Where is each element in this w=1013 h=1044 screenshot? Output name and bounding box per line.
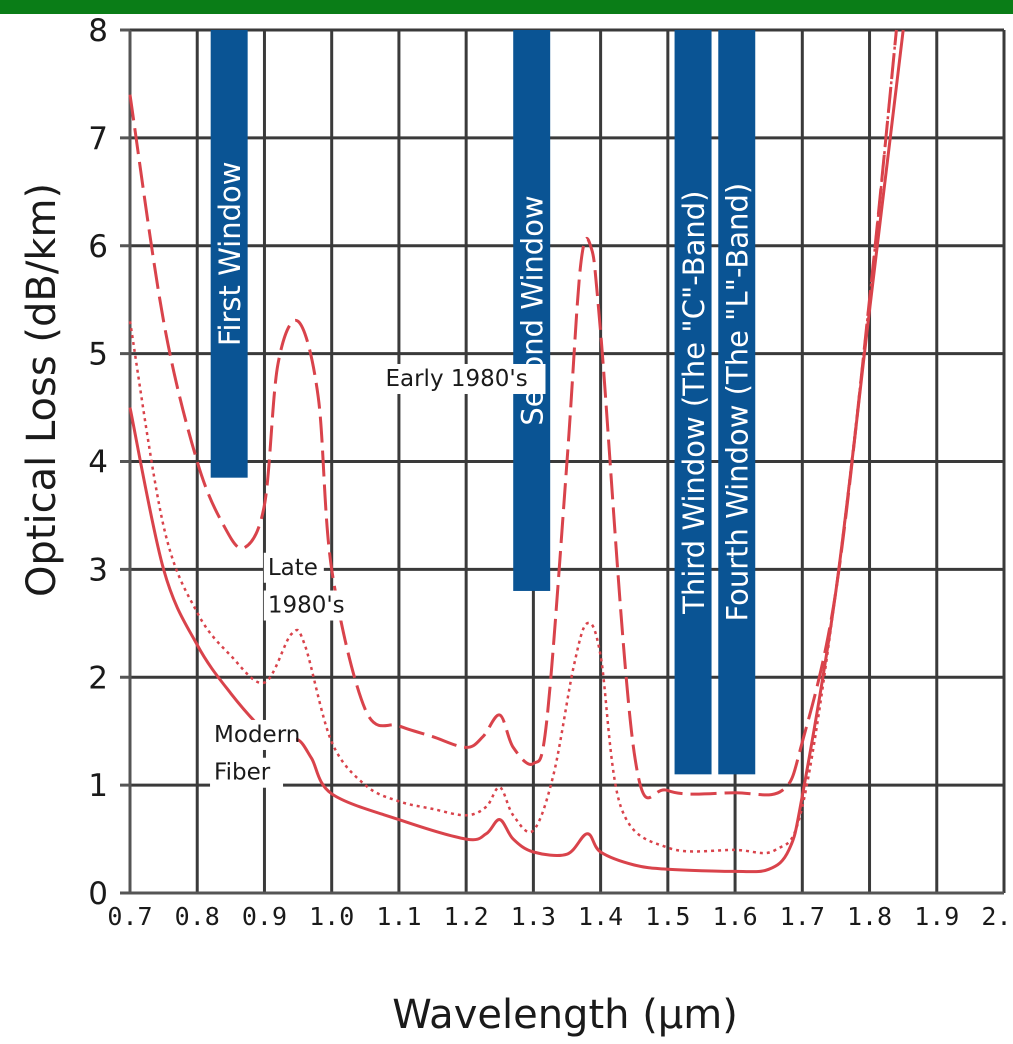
window-bar-4: Fourth Window (The "L"-Band) — [718, 30, 756, 775]
annotation: Early 1980's — [381, 363, 546, 394]
y-tick-label: 5 — [88, 337, 108, 373]
x-axis-title: Wavelength (µm) — [392, 992, 738, 1038]
annotation: Modern — [210, 719, 300, 750]
x-tick-label: 0.8 — [175, 902, 220, 931]
series-line-late-1980-s — [128, 29, 898, 855]
window-bar-1: First Window — [210, 30, 248, 478]
annotation: 1980's — [263, 590, 350, 621]
y-tick-label: 0 — [88, 876, 108, 912]
annotation-label: Early 1980's — [385, 366, 527, 392]
y-tick-label: 4 — [88, 445, 108, 481]
y-axis-title: Optical Loss (dB/km) — [19, 183, 65, 597]
y-tick-label: 6 — [88, 229, 108, 265]
y-tick-label: 7 — [88, 121, 108, 157]
window-bar-fill — [513, 30, 551, 591]
annotation: Fiber — [210, 757, 284, 788]
window-bar-fill — [718, 30, 756, 775]
top-color-bar — [0, 0, 1013, 14]
x-tick-label: 1.6 — [712, 902, 757, 931]
tick-labels: 0.7 0.8 0.9 1.0 1.1 1.2 1.3 1.4 1.5 1.6 1.7 1.8 1.9 2… — [88, 13, 1013, 931]
window-bar-fill — [210, 30, 248, 478]
transmission-windows: First Window Second Window Third Window (T… — [210, 30, 756, 775]
y-tick-label: 3 — [88, 552, 108, 588]
annotation-background — [263, 552, 324, 583]
x-tick-label: 1.4 — [578, 902, 623, 931]
window-bar-2: Second Window — [513, 30, 551, 591]
x-tick-label: 1.2 — [444, 902, 489, 931]
annotation-label: Late — [268, 555, 318, 581]
window-label: Fourth Window (The "L"-Band) — [721, 183, 755, 622]
axes — [120, 28, 1004, 895]
x-tick-label: 1.0 — [309, 902, 354, 931]
x-tick-label: 0.7 — [107, 902, 152, 931]
annotation-label: Fiber — [214, 760, 271, 786]
window-bar-3: Third Window (The "C"-Band) — [674, 30, 712, 775]
x-tick-label: 1.3 — [511, 902, 556, 931]
annotation-background — [210, 757, 284, 788]
y-tick-label: 1 — [88, 768, 108, 804]
annotation-background — [381, 363, 546, 394]
y-tick-label: 2 — [88, 660, 108, 696]
y-tick-label: 8 — [88, 13, 108, 49]
x-tick-label: 1.5 — [645, 902, 690, 931]
annotation-background — [210, 719, 297, 750]
annotation: Late — [263, 552, 324, 583]
x-tick-label: 1.8 — [847, 902, 892, 931]
x-tick-label: 0.9 — [242, 902, 287, 931]
x-tick-label: 2.0 — [981, 902, 1013, 931]
annotation-label: Modern — [214, 722, 300, 748]
annotations: Early 1980's Late 1980's Modern Fiber — [210, 363, 546, 788]
window-label: Third Window (The "C"-Band) — [677, 190, 711, 614]
x-tick-label: 1.7 — [780, 902, 825, 931]
x-tick-label: 1.9 — [914, 902, 959, 931]
x-tick-label: 1.1 — [376, 902, 421, 931]
annotation-background — [263, 590, 350, 621]
window-bar-fill — [674, 30, 712, 775]
window-label: First Window — [213, 162, 247, 347]
annotation-label: 1980's — [268, 593, 345, 619]
series-line-early-1980-s — [128, 29, 898, 800]
